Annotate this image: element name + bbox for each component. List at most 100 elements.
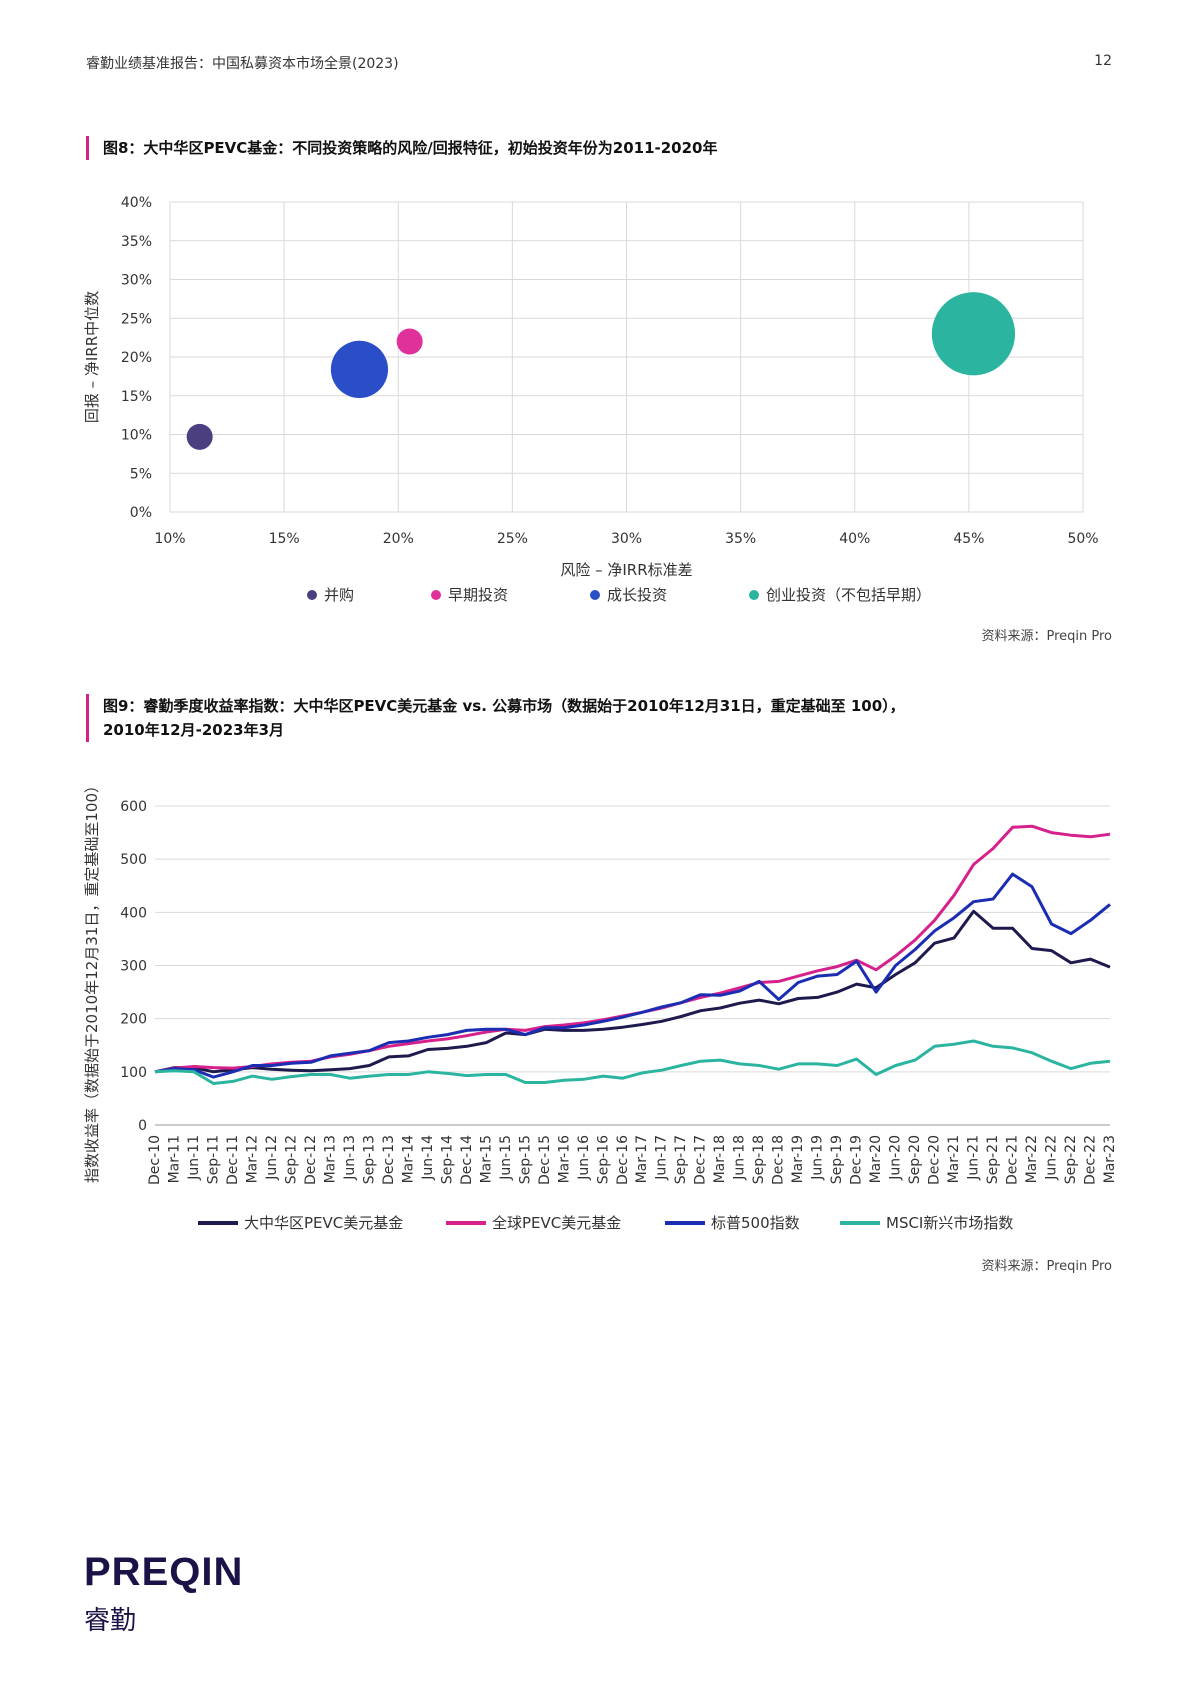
page-number: 12 <box>1094 53 1112 69</box>
x-tick-label: Jun-12 <box>264 1135 280 1181</box>
x-tick-label: Sep-20 <box>907 1135 923 1184</box>
legend-label: 并购 <box>324 586 354 604</box>
x-tick-label: Mar-15 <box>478 1135 494 1183</box>
figure-8-bubble-chart: 0% 5% 10% 15% 20% 25% 30% 35% 40% 10% 15% 20% 25% 30%… <box>83 195 1099 604</box>
y-tick-label: 600 <box>120 799 147 815</box>
x-tick-label: Mar-13 <box>322 1135 338 1183</box>
x-tick-label: Sep-17 <box>673 1135 689 1184</box>
preqin-logo: PREQIN <box>84 1550 244 1594</box>
figure-9-line-chart: 0 100 200 300 400 500 600 Dec-10 Mar-11 Jun-11 Sep… <box>83 778 1118 1232</box>
x-tick-label: Mar-21 <box>946 1135 962 1183</box>
y-tick-label: 0 <box>138 1118 147 1134</box>
x-tick-label: Mar-16 <box>556 1135 572 1183</box>
legend-marker <box>590 590 600 600</box>
x-tick-label: Dec-12 <box>303 1135 319 1185</box>
x-tick-label: Mar-17 <box>634 1135 650 1183</box>
figure-9-title: 图9：睿勤季度收益率指数：大中华区PEVC美元基金 vs. 公募市场（数据始于2… <box>86 694 1043 742</box>
bubble-point <box>186 423 213 450</box>
x-tick-label: 50% <box>1067 531 1098 547</box>
y-tick-label: 35% <box>121 234 152 250</box>
x-tick-label: Dec-10 <box>147 1135 163 1185</box>
x-tick-label: 10% <box>154 531 185 547</box>
x-tick-label: Dec-20 <box>927 1135 943 1185</box>
legend-label: 早期投资 <box>448 586 508 604</box>
x-tick-label: Jun-11 <box>186 1135 202 1181</box>
x-tick-label: Mar-20 <box>868 1135 884 1183</box>
x-tick-label: Mar-14 <box>400 1135 416 1183</box>
x-tick-label: Jun-17 <box>654 1135 670 1181</box>
y-tick-label: 0% <box>130 505 152 521</box>
x-tick-label: Mar-12 <box>244 1135 260 1183</box>
y-tick-label: 40% <box>121 195 152 211</box>
x-tick-label: Dec-11 <box>225 1135 241 1185</box>
y-tick-label: 20% <box>121 350 152 366</box>
legend-marker <box>307 590 317 600</box>
x-tick-label: Sep-13 <box>361 1135 377 1184</box>
x-tick-label: Jun-13 <box>342 1135 358 1181</box>
x-tick-label: Dec-15 <box>537 1135 553 1185</box>
x-tick-label: Jun-15 <box>498 1135 514 1181</box>
x-tick-label: Sep-21 <box>985 1135 1001 1184</box>
x-tick-label: Dec-17 <box>693 1135 709 1185</box>
x-tick-label: Mar-11 <box>166 1135 182 1183</box>
x-tick-label: Dec-16 <box>615 1135 631 1185</box>
y-axis-title: 回报 – 净IRR中位数 <box>83 291 101 423</box>
x-tick-label: Jun-18 <box>732 1135 748 1181</box>
legend-label: 大中华区PEVC美元基金 <box>244 1214 403 1232</box>
x-tick-label: 30% <box>611 531 642 547</box>
x-tick-label: Sep-12 <box>283 1135 299 1184</box>
y-tick-label: 400 <box>120 905 147 921</box>
x-tick-label: 20% <box>383 531 414 547</box>
x-tick-label: 40% <box>839 531 870 547</box>
x-tick-label: Jun-14 <box>420 1135 436 1181</box>
x-tick-label: Jun-19 <box>810 1135 826 1181</box>
x-tick-label: Jun-22 <box>1044 1135 1060 1181</box>
x-tick-label: Sep-16 <box>595 1135 611 1184</box>
legend-label: MSCI新兴市场指数 <box>886 1214 1013 1232</box>
y-tick-label: 100 <box>120 1065 147 1081</box>
y-tick-label: 10% <box>121 428 152 444</box>
report-header-title: 睿勤业绩基准报告：中国私募资本市场全景(2023) <box>86 56 399 72</box>
series-line <box>154 872 1111 1079</box>
y-tick-label: 300 <box>120 959 147 975</box>
figure-8-source: 资料来源：Preqin Pro <box>981 629 1112 644</box>
legend-label: 成长投资 <box>607 586 667 604</box>
x-tick-label: Dec-21 <box>1005 1135 1021 1185</box>
series-line <box>154 1039 1111 1085</box>
x-tick-label: Sep-15 <box>517 1135 533 1184</box>
figure-9-title-line2: 2010年12月-2023年3月 <box>103 721 285 739</box>
x-tick-label: 15% <box>269 531 300 547</box>
x-tick-label: Mar-23 <box>1102 1135 1118 1183</box>
legend-label: 创业投资（不包括早期） <box>766 586 931 604</box>
x-tick-label: Dec-18 <box>771 1135 787 1185</box>
y-tick-label: 500 <box>120 852 147 868</box>
series-line <box>154 824 1111 1074</box>
x-tick-label: Dec-13 <box>381 1135 397 1185</box>
x-tick-label: 35% <box>725 531 756 547</box>
y-tick-label: 30% <box>121 273 152 289</box>
x-tick-label: Mar-22 <box>1024 1135 1040 1183</box>
figure-9-source: 资料来源：Preqin Pro <box>981 1259 1112 1274</box>
y-tick-label: 25% <box>121 311 152 327</box>
x-axis-title: 风险 – 净IRR标准差 <box>560 561 692 579</box>
legend-label: 全球PEVC美元基金 <box>492 1214 621 1232</box>
x-tick-label: Jun-21 <box>966 1135 982 1181</box>
bubble-point <box>396 328 423 355</box>
y-tick-label: 200 <box>120 1012 147 1028</box>
x-tick-label: Mar-19 <box>790 1135 806 1183</box>
x-tick-label: Sep-19 <box>829 1135 845 1184</box>
x-tick-label: Dec-14 <box>459 1135 475 1185</box>
legend-label: 标普500指数 <box>711 1214 800 1232</box>
x-tick-label: 45% <box>953 531 984 547</box>
x-tick-label: Jun-16 <box>576 1135 592 1181</box>
x-tick-label: Sep-22 <box>1063 1135 1079 1184</box>
x-tick-label: 25% <box>497 531 528 547</box>
y-axis-title: 指数收益率（数据始于2010年12月31日，重定基础至100） <box>83 778 101 1183</box>
x-tick-label: Dec-19 <box>849 1135 865 1185</box>
x-tick-label: Mar-18 <box>712 1135 728 1183</box>
series-line <box>154 909 1111 1074</box>
bubble-point <box>931 292 1016 376</box>
legend-marker <box>749 590 759 600</box>
figure-9-title-line1: 图9：睿勤季度收益率指数：大中华区PEVC美元基金 vs. 公募市场（数据始于2… <box>103 697 905 715</box>
bubble-point <box>330 340 389 398</box>
